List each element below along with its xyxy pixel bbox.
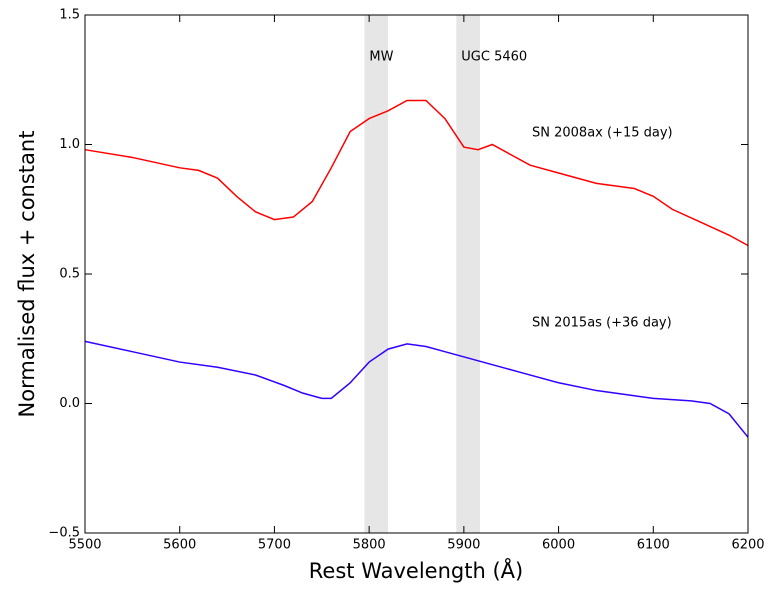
x-tick-label: 5500 [68, 538, 101, 553]
y-tick-label: −0.5 [48, 526, 80, 541]
y-tick-label: 0.0 [59, 396, 80, 411]
x-tick-label: 5600 [163, 538, 196, 553]
y-tick-label: 1.5 [59, 8, 80, 23]
y-tick-label: 0.5 [59, 267, 80, 282]
x-tick-label: 5800 [353, 538, 386, 553]
y-axis-label: Normalised flux + constant [15, 131, 39, 418]
x-axis-label: Rest Wavelength (Å) [309, 557, 523, 583]
series-label: SN 2008ax (+15 day) [532, 126, 673, 141]
x-tick-label: 6100 [637, 538, 670, 553]
x-tick-label: 6200 [731, 538, 764, 553]
x-tick-label: 6000 [542, 538, 575, 553]
band [364, 15, 389, 533]
x-tick-label: 5700 [258, 538, 291, 553]
band-label: UGC 5460 [461, 50, 527, 65]
spectrum-line [84, 99, 749, 247]
series-label: SN 2015as (+36 day) [532, 316, 672, 331]
band-label: MW [369, 50, 393, 65]
spectrum-line [84, 340, 749, 438]
band [456, 15, 480, 533]
y-tick-label: 1.0 [59, 137, 80, 152]
plot-frame [84, 14, 749, 534]
x-tick-label: 5900 [447, 538, 480, 553]
